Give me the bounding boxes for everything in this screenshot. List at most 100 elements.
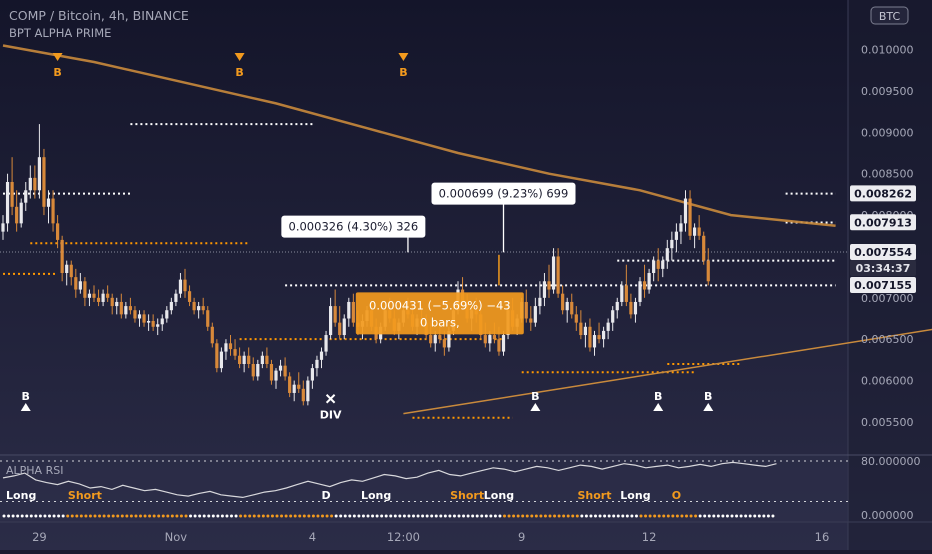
rsi-state-dot bbox=[625, 514, 629, 518]
candle-body bbox=[151, 320, 155, 327]
rsi-state-dot bbox=[553, 514, 557, 518]
rsi-state-dot bbox=[93, 514, 97, 518]
price-label-text: 0.007155 bbox=[854, 279, 912, 292]
rsi-state-dot bbox=[25, 514, 29, 518]
candle-body bbox=[156, 324, 160, 327]
rsi-state-dot bbox=[384, 514, 388, 518]
candle-body bbox=[570, 301, 574, 315]
rsi-state-dot bbox=[703, 514, 707, 518]
rsi-state-dot bbox=[343, 514, 347, 518]
rsi-state-dot bbox=[607, 514, 611, 518]
rsi-state-dot bbox=[339, 514, 343, 518]
rsi-state-dot bbox=[525, 514, 529, 518]
rsi-state-dot bbox=[716, 514, 720, 518]
rsi-state-dot bbox=[52, 514, 56, 518]
candle-body bbox=[588, 326, 592, 348]
candle-body bbox=[624, 285, 628, 302]
rsi-state-dot bbox=[152, 514, 156, 518]
rsi-state-dot bbox=[330, 514, 334, 518]
rsi-state-dot bbox=[712, 514, 716, 518]
rsi-state-dot bbox=[184, 514, 188, 518]
rsi-title: ALPHA RSI bbox=[6, 464, 63, 477]
signal-label: B bbox=[235, 66, 243, 79]
rsi-state-dot bbox=[543, 514, 547, 518]
rsi-state-dot bbox=[116, 514, 120, 518]
candle-body bbox=[283, 365, 287, 377]
rsi-state-dot bbox=[216, 514, 220, 518]
rsi-state-dot bbox=[275, 514, 279, 518]
signal-label: B bbox=[22, 390, 30, 403]
rsi-state-dot bbox=[207, 514, 211, 518]
price-label-tag bbox=[850, 214, 916, 231]
candle-body bbox=[342, 318, 346, 336]
rsi-tick-label: 0.000000 bbox=[861, 509, 914, 522]
candle-body bbox=[106, 293, 110, 298]
candle-body bbox=[83, 281, 87, 298]
candle-body bbox=[197, 306, 201, 311]
rsi-state-dot bbox=[252, 514, 256, 518]
rsi-state-dot bbox=[289, 514, 293, 518]
rsi-signal-label: Short bbox=[578, 489, 612, 502]
rsi-state-dot bbox=[166, 514, 170, 518]
rsi-state-dot bbox=[248, 514, 252, 518]
rsi-line bbox=[2, 461, 777, 499]
candle-body bbox=[169, 301, 173, 311]
price-label-text: 0.007913 bbox=[854, 216, 912, 229]
rsi-state-dot bbox=[243, 514, 247, 518]
candle-body bbox=[338, 322, 342, 336]
currency-badge[interactable]: BTC bbox=[879, 10, 901, 23]
candle-body bbox=[688, 198, 692, 236]
rsi-state-dot bbox=[598, 514, 602, 518]
rsi-state-dot bbox=[575, 514, 579, 518]
measure-box-text: 0.000699 (9.23%) 699 bbox=[439, 187, 569, 201]
rsi-state-dot bbox=[66, 514, 70, 518]
price-tick-label: 0.006000 bbox=[861, 375, 914, 388]
currency-badge-frame[interactable] bbox=[870, 6, 909, 25]
candle-body bbox=[488, 335, 492, 344]
rsi-state-dot bbox=[739, 514, 743, 518]
rsi-state-dot bbox=[270, 514, 274, 518]
candle-body bbox=[319, 351, 324, 360]
rsi-signal-label: O bbox=[672, 489, 681, 502]
rsi-state-dot bbox=[685, 514, 688, 518]
rsi-state-dot bbox=[175, 514, 179, 518]
rsi-state-dot bbox=[507, 514, 511, 518]
candle-body bbox=[178, 279, 183, 294]
rsi-state-dot bbox=[230, 514, 233, 518]
candle-body bbox=[674, 231, 678, 240]
rsi-state-dot bbox=[302, 514, 306, 518]
candle-body bbox=[160, 318, 164, 325]
candle-body bbox=[633, 301, 638, 315]
rsi-state-dot bbox=[694, 514, 698, 518]
candle-body bbox=[251, 364, 255, 377]
price-tick-label: 0.010000 bbox=[861, 44, 914, 57]
candle-body bbox=[315, 359, 319, 369]
candle-body bbox=[301, 388, 305, 402]
candle-body bbox=[42, 157, 46, 207]
rsi-state-dot bbox=[120, 514, 124, 518]
rsi-state-dot bbox=[61, 514, 65, 518]
candle-body bbox=[278, 365, 283, 371]
candle-body bbox=[642, 281, 647, 290]
rsi-signal-label: Long bbox=[361, 489, 391, 502]
candle-body bbox=[124, 306, 128, 315]
candle-body bbox=[24, 190, 28, 203]
rsi-state-dot bbox=[257, 514, 261, 518]
rsi-state-dot bbox=[389, 514, 393, 518]
rsi-state-dot bbox=[352, 514, 356, 518]
candle-body bbox=[547, 281, 551, 290]
candle-body bbox=[206, 310, 210, 327]
rsi-state-dot bbox=[307, 514, 311, 518]
rsi-state-dot bbox=[143, 514, 147, 518]
price-tick-label: 0.009500 bbox=[861, 85, 914, 98]
rsi-state-dot bbox=[675, 514, 679, 518]
rsi-state-dot bbox=[38, 514, 42, 518]
rsi-state-dot bbox=[653, 514, 657, 518]
candle-body bbox=[33, 177, 37, 191]
rsi-state-dot bbox=[148, 514, 152, 518]
rsi-state-dot bbox=[412, 514, 415, 518]
rsi-state-dot bbox=[234, 514, 238, 518]
candle-body bbox=[110, 297, 114, 307]
